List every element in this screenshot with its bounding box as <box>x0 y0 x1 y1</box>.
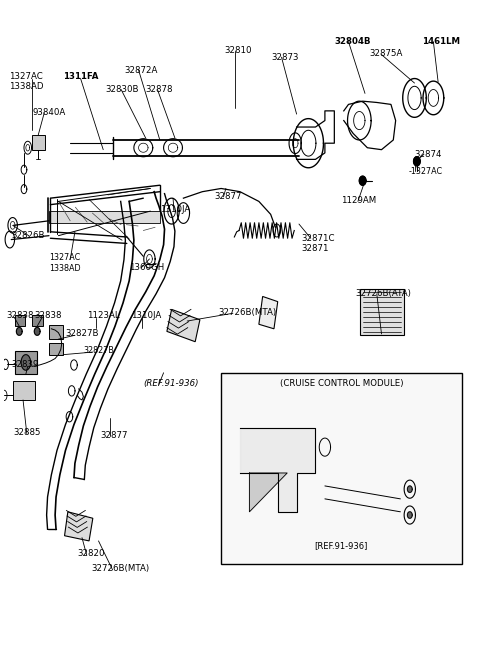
Text: 1129AM: 1129AM <box>341 196 377 205</box>
Bar <box>33 314 43 326</box>
Text: 32885: 32885 <box>13 428 41 437</box>
Text: -1327AC: -1327AC <box>409 167 443 176</box>
Polygon shape <box>16 328 22 335</box>
Polygon shape <box>408 486 412 493</box>
Text: 32820: 32820 <box>77 549 105 557</box>
Text: 32872A: 32872A <box>124 66 158 75</box>
Text: (REF.91-936): (REF.91-936) <box>144 379 199 388</box>
Polygon shape <box>167 309 200 342</box>
Polygon shape <box>21 354 31 370</box>
Text: 93840A: 93840A <box>33 107 66 117</box>
Text: 32830B: 32830B <box>106 85 139 94</box>
Text: 32826B: 32826B <box>11 231 45 240</box>
Bar <box>49 343 63 354</box>
Polygon shape <box>408 512 412 518</box>
Bar <box>32 136 45 149</box>
Text: 32874: 32874 <box>415 149 442 159</box>
Text: 32871C
32871: 32871C 32871 <box>301 234 335 253</box>
Text: 1310JA: 1310JA <box>131 311 161 320</box>
Text: 32726B(ATA): 32726B(ATA) <box>356 289 411 298</box>
Polygon shape <box>259 297 278 329</box>
Text: 32838: 32838 <box>7 311 34 320</box>
Text: 32827B: 32827B <box>65 329 99 338</box>
Text: 32838: 32838 <box>35 311 62 320</box>
Bar <box>49 325 63 339</box>
Text: 32804B: 32804B <box>335 37 371 45</box>
Text: 32827B: 32827B <box>84 346 114 354</box>
Polygon shape <box>414 157 420 166</box>
Bar <box>14 314 25 326</box>
Polygon shape <box>64 512 93 541</box>
Text: 32810: 32810 <box>225 47 252 55</box>
Bar <box>360 289 404 335</box>
Bar <box>49 211 160 223</box>
Text: 32877: 32877 <box>101 431 128 440</box>
Bar <box>12 381 36 400</box>
Text: 1123AL: 1123AL <box>87 311 120 320</box>
Text: 1360GH: 1360GH <box>129 263 165 272</box>
Bar <box>221 373 462 563</box>
Text: 32878: 32878 <box>145 85 173 94</box>
Text: 1461LM: 1461LM <box>421 37 459 45</box>
Polygon shape <box>35 328 40 335</box>
Text: [REF.91-936]: [REF.91-936] <box>315 542 368 551</box>
Text: 1310JA: 1310JA <box>160 204 190 214</box>
Bar <box>14 351 37 374</box>
Text: 32726B(MTA): 32726B(MTA) <box>219 308 277 317</box>
Text: 32726B(MTA): 32726B(MTA) <box>91 563 150 572</box>
Polygon shape <box>240 428 315 512</box>
Text: 32875A: 32875A <box>370 49 403 58</box>
Text: (CRUISE CONTROL MODULE): (CRUISE CONTROL MODULE) <box>280 379 403 388</box>
Text: 32839: 32839 <box>11 360 38 369</box>
Text: 32877: 32877 <box>214 192 241 200</box>
Text: 1327AC
1338AD: 1327AC 1338AD <box>49 253 81 272</box>
Polygon shape <box>360 176 366 185</box>
Polygon shape <box>250 473 287 512</box>
Text: 32873: 32873 <box>272 52 299 62</box>
Text: 1311FA: 1311FA <box>63 72 98 81</box>
Text: 1327AC
1338AD: 1327AC 1338AD <box>9 72 43 92</box>
